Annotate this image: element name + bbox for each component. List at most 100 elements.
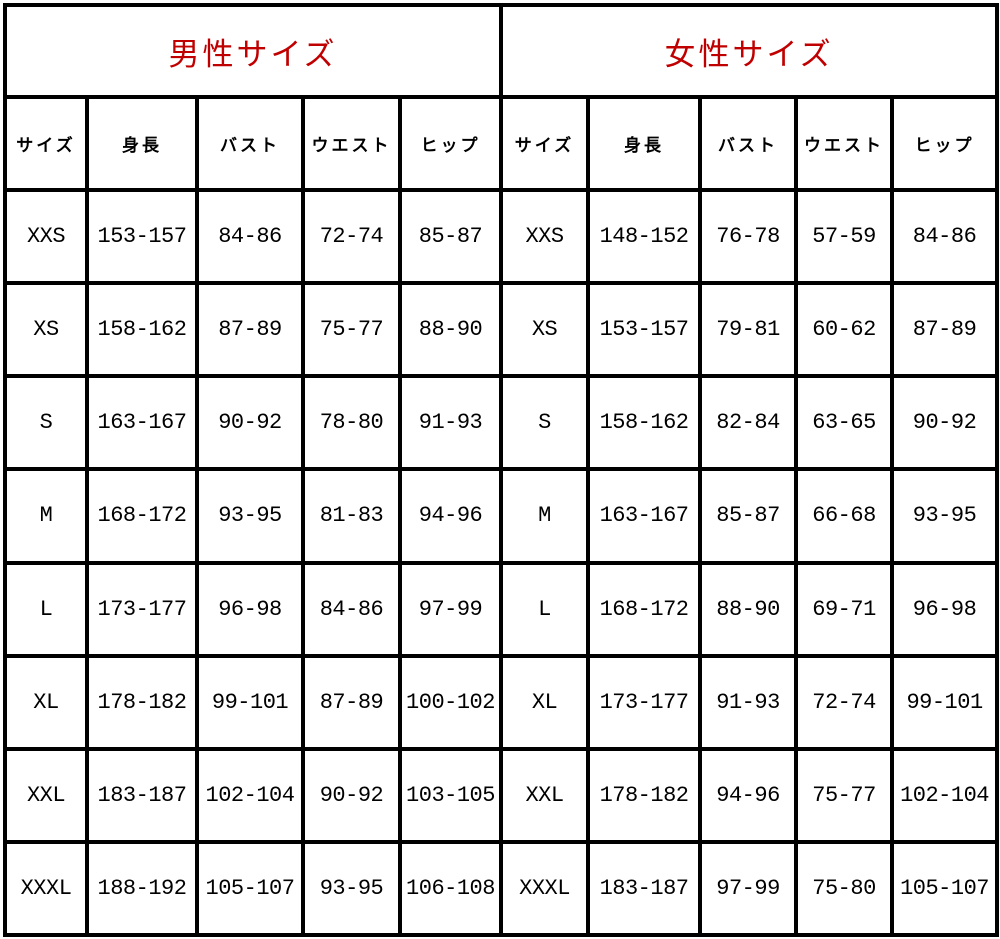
female-measurement-cell: 99-101	[890, 653, 1000, 751]
male-measurement-cell: 173-177	[85, 560, 199, 658]
female-size-label: XXXL	[499, 839, 591, 938]
female-measurement-cell: 60-62	[794, 281, 895, 379]
female-measurement-cell: 63-65	[794, 374, 895, 472]
female-size-label: XXL	[499, 746, 591, 844]
male-measurement-cell: 97-99	[397, 560, 504, 658]
male-measurement-cell: 105-107	[195, 839, 305, 938]
male-size-label: XS	[3, 281, 89, 379]
female-column-header: バスト	[698, 94, 799, 193]
male-measurement-cell: 183-187	[85, 746, 199, 844]
male-column-header: サイズ	[3, 94, 89, 193]
female-measurement-cell: 102-104	[890, 746, 1000, 844]
male-measurement-cell: 100-102	[397, 653, 504, 751]
female-measurement-cell: 75-80	[794, 839, 895, 938]
female-measurement-cell: 158-162	[586, 374, 703, 472]
male-measurement-cell: 84-86	[195, 188, 305, 286]
male-measurement-cell: 178-182	[85, 653, 199, 751]
male-measurement-cell: 87-89	[195, 281, 305, 379]
male-measurement-cell: 153-157	[85, 188, 199, 286]
female-size-label: XS	[499, 281, 591, 379]
female-measurement-cell: 69-71	[794, 560, 895, 658]
table-row: L 173-177 96-98 84-86 97-99 L 168-172 88-90 69-7…	[3, 560, 1000, 658]
female-measurement-cell: 84-86	[890, 188, 1000, 286]
female-size-label: XXS	[499, 188, 591, 286]
male-measurement-cell: 168-172	[85, 467, 199, 565]
female-column-header: 身長	[586, 94, 703, 193]
male-measurement-cell: 90-92	[195, 374, 305, 472]
male-size-label: L	[3, 560, 89, 658]
male-measurement-cell: 90-92	[301, 746, 402, 844]
male-measurement-cell: 75-77	[301, 281, 402, 379]
male-measurement-cell: 158-162	[85, 281, 199, 379]
male-size-label: M	[3, 467, 89, 565]
female-measurement-cell: 76-78	[698, 188, 799, 286]
female-column-header: ヒップ	[890, 94, 1000, 193]
female-measurement-cell: 163-167	[586, 467, 703, 565]
male-measurement-cell: 102-104	[195, 746, 305, 844]
header-row: サイズ 身長 バスト ウエスト ヒップ サイズ 身長 バスト ウエスト ヒップ	[3, 94, 1000, 193]
male-measurement-cell: 94-96	[397, 467, 504, 565]
male-measurement-cell: 81-83	[301, 467, 402, 565]
female-column-header: ウエスト	[794, 94, 895, 193]
female-size-label: L	[499, 560, 591, 658]
male-measurement-cell: 163-167	[85, 374, 199, 472]
table-row: XL 178-182 99-101 87-89 100-102 XL 173-177 91-9…	[3, 653, 1000, 751]
female-measurement-cell: 173-177	[586, 653, 703, 751]
female-measurement-cell: 66-68	[794, 467, 895, 565]
female-measurement-cell: 96-98	[890, 560, 1000, 658]
female-measurement-cell: 91-93	[698, 653, 799, 751]
female-measurement-cell: 93-95	[890, 467, 1000, 565]
male-measurement-cell: 78-80	[301, 374, 402, 472]
male-measurement-cell: 103-105	[397, 746, 504, 844]
female-measurement-cell: 75-77	[794, 746, 895, 844]
male-measurement-cell: 91-93	[397, 374, 504, 472]
male-measurement-cell: 87-89	[301, 653, 402, 751]
table-row: XS 158-162 87-89 75-77 88-90 XS 153-157 79-81 60…	[3, 281, 1000, 379]
male-measurement-cell: 96-98	[195, 560, 305, 658]
male-size-label: XXS	[3, 188, 89, 286]
male-size-label: XL	[3, 653, 89, 751]
female-measurement-cell: 87-89	[890, 281, 1000, 379]
female-measurement-cell: 82-84	[698, 374, 799, 472]
female-measurement-cell: 183-187	[586, 839, 703, 938]
female-measurement-cell: 153-157	[586, 281, 703, 379]
female-measurement-cell: 57-59	[794, 188, 895, 286]
table-row: XXXL 188-192 105-107 93-95 106-108 XXXL 183-18…	[3, 839, 1000, 938]
table-row: XXS 153-157 84-86 72-74 85-87 XXS 148-152 76-78…	[3, 188, 1000, 286]
female-measurement-cell: 178-182	[586, 746, 703, 844]
table-row: M 168-172 93-95 81-83 94-96 M 163-167 85-87 66-6…	[3, 467, 1000, 565]
female-size-label: M	[499, 467, 591, 565]
size-chart-table: 男性サイズ 女性サイズ サイズ 身長 バスト ウエスト ヒップ サイズ 身長 バスト ウエストヒ…	[2, 3, 1000, 938]
female-measurement-cell: 85-87	[698, 467, 799, 565]
female-measurement-cell: 168-172	[586, 560, 703, 658]
male-measurement-cell: 99-101	[195, 653, 305, 751]
male-measurement-cell: 84-86	[301, 560, 402, 658]
male-measurement-cell: 85-87	[397, 188, 504, 286]
male-measurement-cell: 93-95	[301, 839, 402, 938]
female-measurement-cell: 90-92	[890, 374, 1000, 472]
female-size-label: S	[499, 374, 591, 472]
female-size-title: 女性サイズ	[499, 3, 1000, 99]
female-measurement-cell: 148-152	[586, 188, 703, 286]
male-measurement-cell: 93-95	[195, 467, 305, 565]
male-measurement-cell: 72-74	[301, 188, 402, 286]
male-size-label: XXL	[3, 746, 89, 844]
female-measurement-cell: 97-99	[698, 839, 799, 938]
male-size-title: 男性サイズ	[2, 3, 504, 99]
male-column-header: 身長	[85, 94, 199, 193]
table-row: XXL 183-187 102-104 90-92 103-105 XXL 178-182 9…	[3, 746, 1000, 844]
male-size-label: S	[3, 374, 89, 472]
table-row: S 163-167 90-92 78-80 91-93 S 158-162 82-84 63-6…	[3, 374, 1000, 472]
male-measurement-cell: 88-90	[397, 281, 504, 379]
female-column-header: サイズ	[499, 94, 591, 193]
title-row: 男性サイズ 女性サイズ	[2, 3, 1000, 99]
female-measurement-cell: 94-96	[698, 746, 799, 844]
female-measurement-cell: 105-107	[890, 839, 1000, 938]
male-column-header: ウエスト	[301, 94, 402, 193]
male-size-label: XXXL	[3, 839, 89, 938]
male-measurement-cell: 106-108	[397, 839, 504, 938]
female-measurement-cell: 79-81	[698, 281, 799, 379]
male-column-header: バスト	[195, 94, 305, 193]
female-measurement-cell: 88-90	[698, 560, 799, 658]
female-measurement-cell: 72-74	[794, 653, 895, 751]
